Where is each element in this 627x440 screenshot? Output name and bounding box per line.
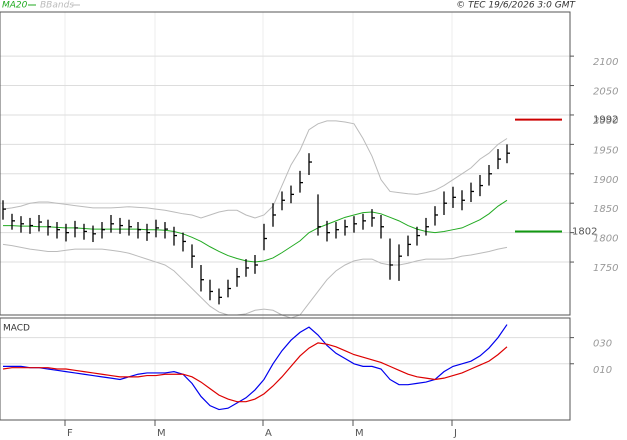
y-tick-label: 1750 <box>593 263 618 274</box>
indicator-line <box>2 243 508 319</box>
x-tick-label: F <box>67 428 73 439</box>
y-tick-label: 2100 <box>593 57 618 68</box>
x-tick-label: J <box>453 428 457 439</box>
y-tick-label: 2050 <box>593 87 618 98</box>
marker-label: 1802 <box>572 226 597 237</box>
y-tick-label: 1900 <box>593 175 618 186</box>
y-tick-label: 2000 <box>593 116 618 127</box>
legend-bbands: BBands <box>40 1 74 11</box>
y-tick-label: 1850 <box>593 204 618 215</box>
source: © TEC 19/6/2026 3:0 GMT <box>456 1 576 11</box>
x-tick-label: M <box>355 428 364 439</box>
indicator-line <box>2 120 508 219</box>
legend-ma20: MA20 <box>2 1 28 11</box>
x-tick-label: M <box>157 428 166 439</box>
marker-label: 1992 <box>593 115 618 126</box>
y-tick-label: 010 <box>593 365 612 376</box>
macd-line <box>3 324 508 411</box>
panel-frame <box>0 11 571 316</box>
macd-line <box>2 342 508 403</box>
x-tick-label: A <box>265 428 272 439</box>
y-tick-label: 030 <box>593 339 612 350</box>
y-tick-label: 1950 <box>593 145 618 156</box>
y-tick-label: 1800 <box>593 234 618 245</box>
panel-title: MACD <box>3 324 30 334</box>
